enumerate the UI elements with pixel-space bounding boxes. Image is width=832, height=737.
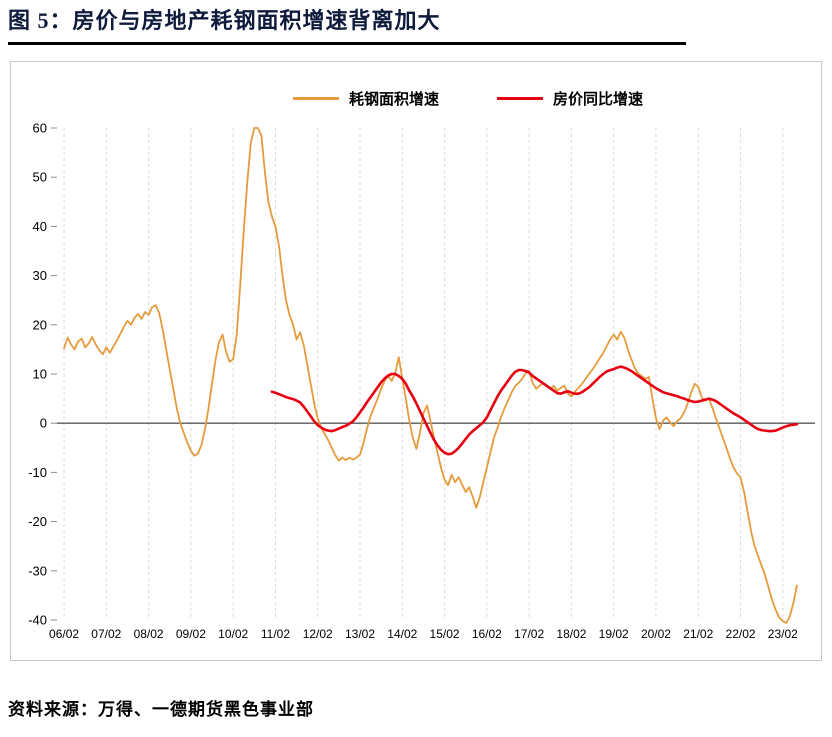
svg-text:20: 20 <box>33 318 47 333</box>
svg-text:30: 30 <box>33 268 47 283</box>
svg-text:09/02: 09/02 <box>176 627 206 641</box>
chart-legend: 耗钢面积增速 房价同比增速 <box>63 88 832 109</box>
svg-text:-40: -40 <box>28 613 47 628</box>
series-line-0 <box>63 127 798 625</box>
chart-panel: 60 50 40 30 20 10 0 -10 -20 -30 -40 06/02 07/02 08/02… <box>10 61 822 662</box>
svg-text:21/02: 21/02 <box>683 627 713 641</box>
svg-text:20/02: 20/02 <box>641 627 671 641</box>
svg-text:60: 60 <box>33 121 47 136</box>
legend-line-swatch-red-icon <box>497 97 543 101</box>
svg-text:11/02: 11/02 <box>261 627 290 641</box>
svg-text:14/02: 14/02 <box>387 627 417 641</box>
svg-text:13/02: 13/02 <box>345 627 375 641</box>
legend-line-swatch-orange-icon <box>292 97 339 101</box>
svg-text:15/02: 15/02 <box>430 627 460 641</box>
svg-text:0: 0 <box>40 416 47 431</box>
svg-text:12/02: 12/02 <box>303 627 333 641</box>
x-axis-labels: 06/02 07/02 08/02 09/02 10/02 11/02 12/02 13/02… <box>49 627 798 641</box>
legend-item-house-price-growth: 房价同比增速 <box>497 88 643 109</box>
legend-label-steel-area-growth: 耗钢面积增速 <box>348 92 439 109</box>
gridlines <box>63 128 784 621</box>
svg-text:17/02: 17/02 <box>514 627 544 641</box>
figure-title-block: 图 5：房价与房地产耗钢面积增速背离加大 <box>8 8 686 46</box>
legend-item-steel-area-growth: 耗钢面积增速 <box>292 88 439 109</box>
svg-text:19/02: 19/02 <box>599 627 629 641</box>
svg-text:-30: -30 <box>28 564 47 579</box>
report-figure-page: 图 5：房价与房地产耗钢面积增速背离加大 60 50 40 30 20 10 0 -10 -20… <box>0 8 832 737</box>
svg-text:-20: -20 <box>28 514 47 529</box>
svg-text:10/02: 10/02 <box>218 627 248 641</box>
svg-text:50: 50 <box>33 170 47 185</box>
svg-text:18/02: 18/02 <box>556 627 586 641</box>
svg-text:07/02: 07/02 <box>91 627 121 641</box>
svg-text:16/02: 16/02 <box>472 627 502 641</box>
figure-title: 图 5：房价与房地产耗钢面积增速背离加大 <box>8 8 441 33</box>
legend-label-house-price-growth: 房价同比增速 <box>553 92 644 109</box>
svg-text:08/02: 08/02 <box>134 627 164 641</box>
svg-text:40: 40 <box>33 219 47 234</box>
series-lines <box>63 127 799 625</box>
y-axis-labels: 60 50 40 30 20 10 0 -10 -20 -30 -40 <box>28 121 57 628</box>
svg-text:22/02: 22/02 <box>726 627 756 641</box>
series-line-1 <box>270 365 799 456</box>
svg-text:-10: -10 <box>28 465 47 480</box>
svg-text:06/02: 06/02 <box>49 627 79 641</box>
source-note: 资料来源：万得、一德期货黑色事业部 <box>8 700 314 720</box>
svg-text:10: 10 <box>33 367 47 382</box>
svg-text:23/02: 23/02 <box>768 627 798 641</box>
